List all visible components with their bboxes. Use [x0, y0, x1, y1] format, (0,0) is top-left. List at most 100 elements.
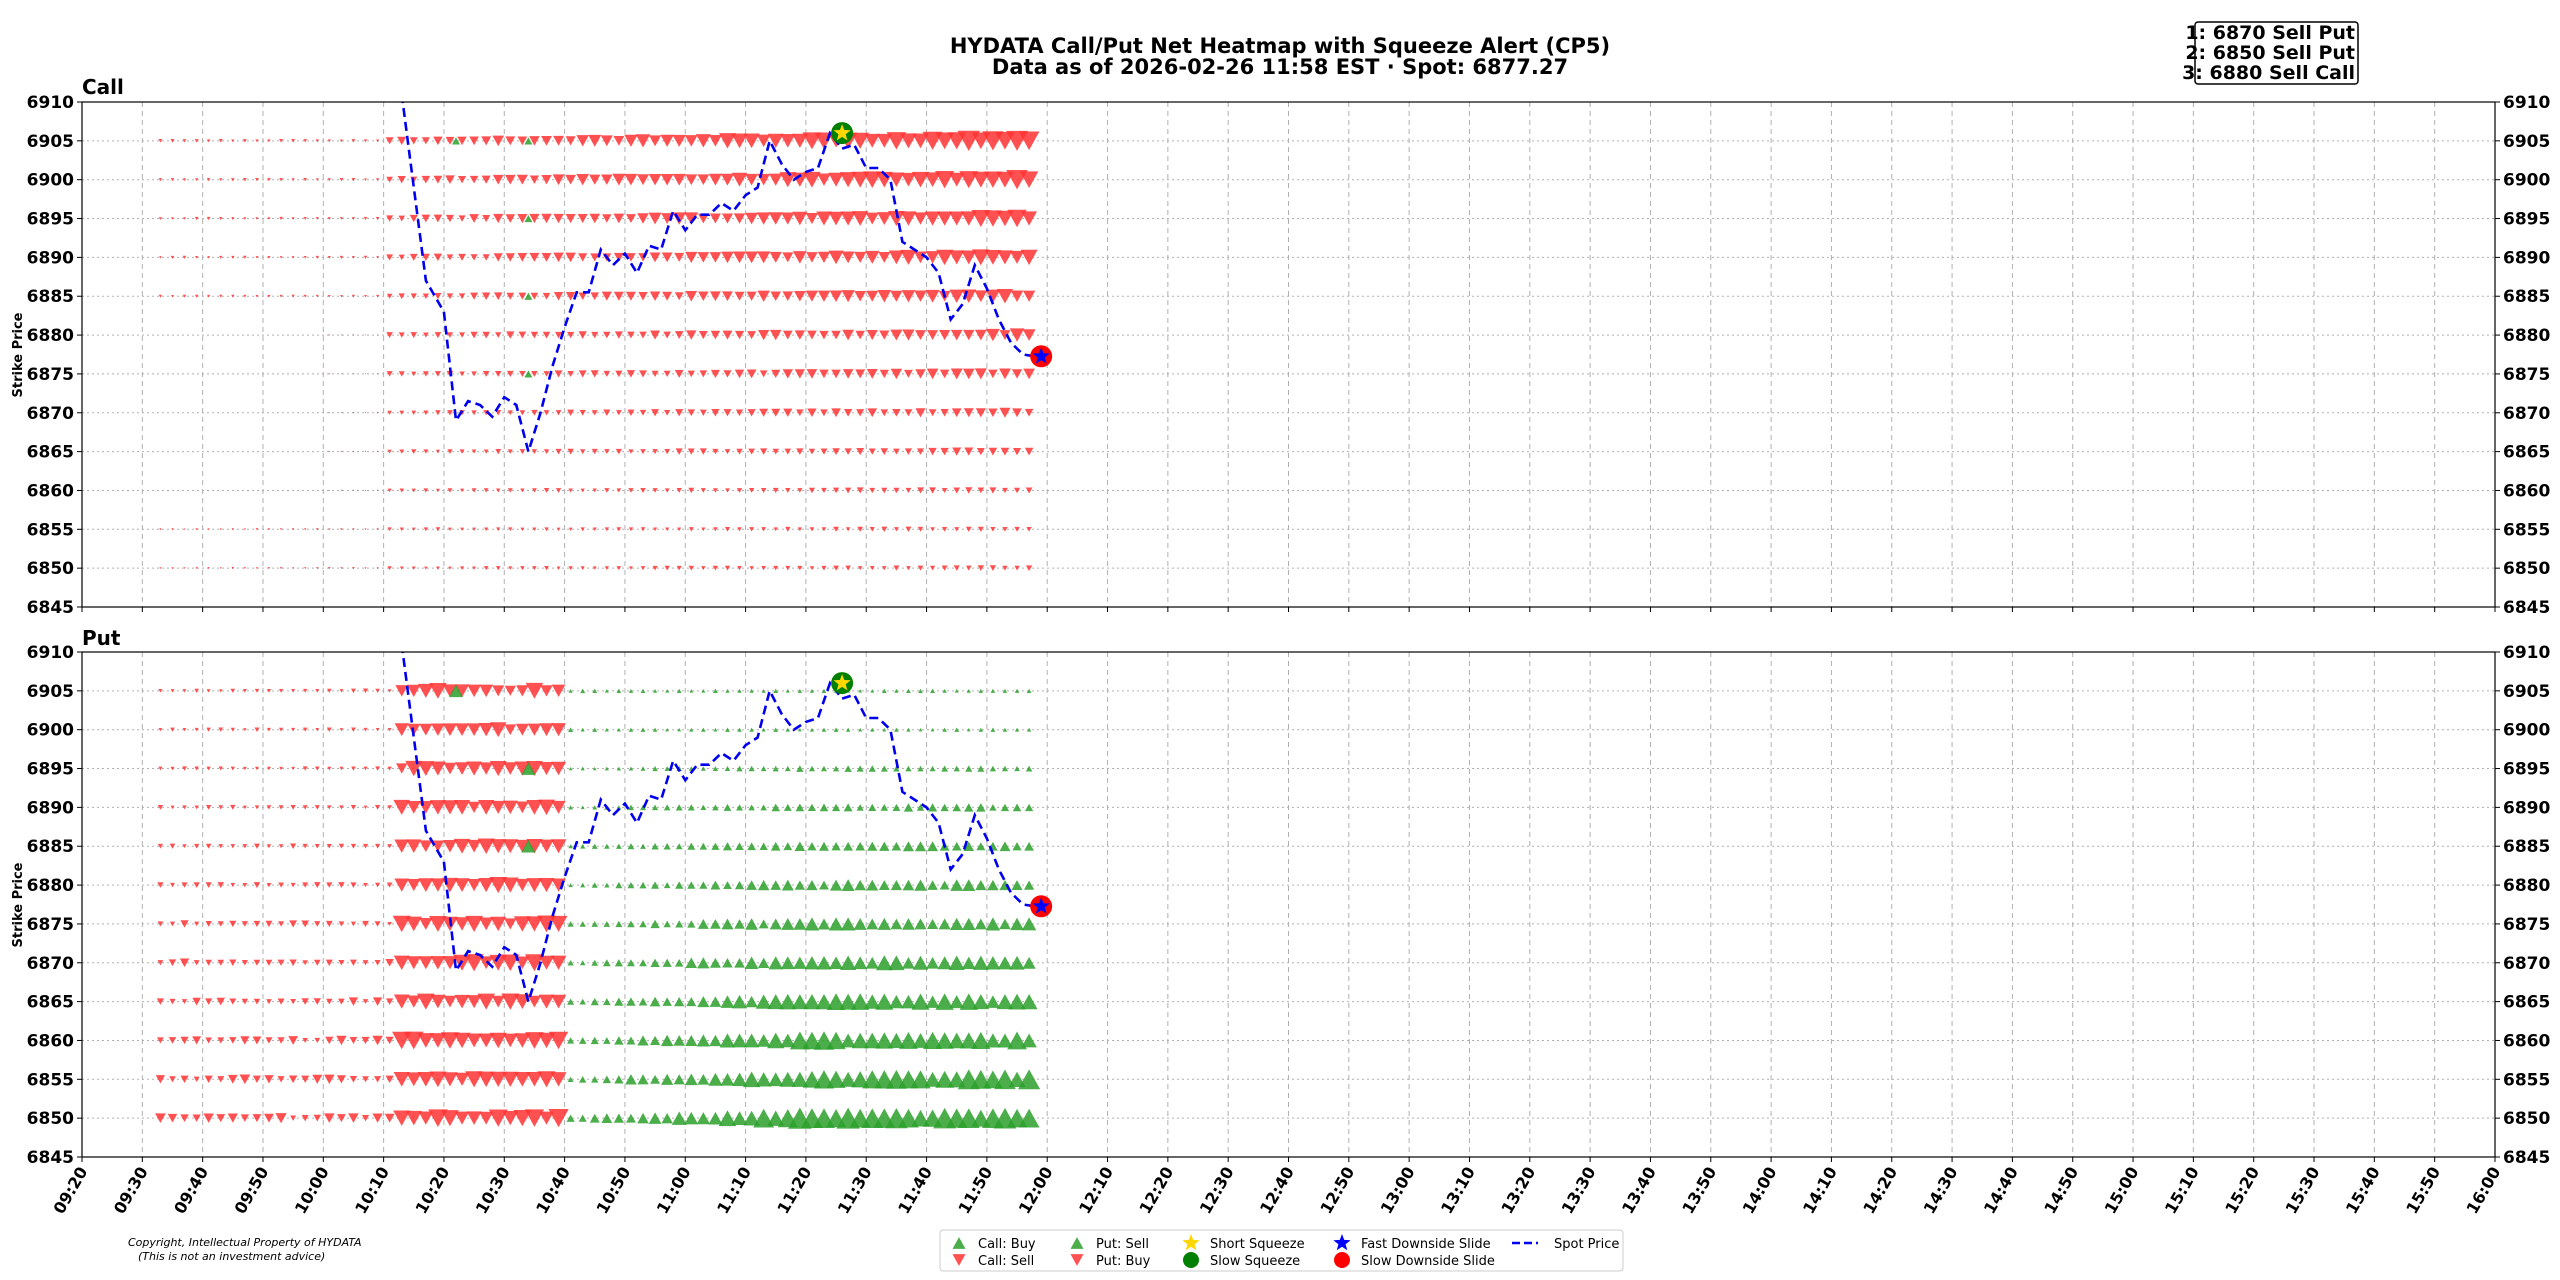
heatmap-marker — [502, 839, 519, 854]
x-tick-label: 14:10 — [1799, 1164, 1841, 1218]
heatmap-marker — [905, 526, 912, 532]
heatmap-marker — [840, 1033, 856, 1048]
heatmap-marker — [755, 1072, 772, 1087]
heatmap-marker — [780, 1033, 796, 1048]
x-tick-label: 13:00 — [1377, 1164, 1419, 1218]
heatmap-marker — [327, 294, 331, 298]
heatmap-marker — [553, 213, 564, 224]
heatmap-marker — [888, 172, 905, 187]
heatmap-marker — [882, 566, 887, 571]
heatmap-marker — [255, 766, 259, 771]
heatmap-marker — [697, 174, 710, 186]
heatmap-marker — [783, 408, 793, 417]
heatmap-marker — [773, 565, 779, 571]
heatmap-marker — [672, 134, 686, 147]
y-tick-label-right: 6875 — [2503, 365, 2550, 385]
heatmap-marker — [890, 918, 903, 930]
heatmap-marker — [785, 689, 790, 693]
heatmap-marker — [832, 487, 840, 494]
heatmap-marker — [194, 139, 199, 143]
heatmap-marker — [954, 689, 959, 693]
heatmap-marker — [433, 253, 443, 262]
heatmap-marker — [478, 878, 495, 893]
heatmap-marker — [783, 803, 792, 811]
heatmap-marker — [158, 217, 163, 221]
x-tick-label: 09:20 — [50, 1164, 92, 1218]
heatmap-marker — [627, 959, 635, 967]
heatmap-marker — [696, 1112, 711, 1125]
heatmap-marker — [792, 251, 807, 264]
heatmap-marker — [538, 994, 555, 1009]
heatmap-marker — [568, 766, 573, 771]
heatmap-marker — [231, 528, 234, 531]
heatmap-marker — [604, 449, 610, 455]
heatmap-marker — [953, 765, 960, 772]
heatmap-marker — [555, 448, 562, 455]
y-tick-label-left: 6910 — [27, 643, 74, 663]
heatmap-marker — [467, 684, 482, 698]
heatmap-marker — [515, 878, 530, 892]
heatmap-marker — [697, 1073, 710, 1085]
heatmap-marker — [537, 1032, 556, 1049]
heatmap-marker — [206, 766, 211, 771]
heatmap-marker — [1018, 131, 1040, 151]
heatmap-marker — [686, 997, 697, 1007]
heatmap-marker — [653, 689, 658, 693]
heatmap-marker — [362, 843, 369, 849]
heatmap-marker — [520, 527, 525, 532]
heatmap-marker — [242, 689, 247, 693]
heatmap-marker — [880, 409, 889, 417]
heatmap-marker — [491, 995, 505, 1008]
heatmap-marker — [363, 727, 368, 732]
heatmap-marker — [279, 766, 283, 771]
heatmap-marker — [218, 805, 224, 810]
heatmap-marker — [568, 883, 573, 888]
heatmap-marker — [731, 133, 748, 149]
heatmap-marker — [507, 410, 513, 416]
heatmap-marker — [279, 567, 283, 570]
heatmap-marker — [526, 878, 543, 893]
heatmap-marker — [990, 727, 996, 732]
heatmap-marker — [193, 960, 200, 966]
heatmap-marker — [773, 727, 779, 732]
y-tick-label-left: 6850 — [27, 1109, 74, 1129]
heatmap-marker — [504, 918, 517, 930]
heatmap-marker — [253, 882, 261, 888]
heatmap-marker — [875, 171, 893, 188]
heatmap-marker — [495, 448, 502, 455]
heatmap-marker — [676, 565, 682, 571]
heatmap-marker — [502, 1033, 518, 1048]
heatmap-marker — [640, 766, 646, 771]
heatmap-marker — [537, 1071, 556, 1088]
heatmap-marker — [915, 369, 926, 379]
heatmap-marker — [407, 879, 421, 892]
heatmap-marker — [749, 527, 755, 532]
heatmap-marker — [782, 252, 794, 263]
pick-1: 1: 6870 Sell Put — [2185, 22, 2355, 44]
heatmap-marker — [652, 766, 658, 772]
heatmap-marker — [194, 805, 199, 810]
heatmap-marker — [734, 957, 745, 968]
heatmap-marker — [902, 879, 915, 891]
heatmap-marker — [376, 373, 379, 375]
heatmap-marker — [797, 688, 803, 693]
heatmap-marker — [888, 250, 904, 265]
heatmap-marker — [713, 727, 718, 732]
heatmap-marker — [352, 450, 355, 453]
heatmap-marker — [492, 135, 505, 147]
heatmap-marker — [471, 410, 477, 416]
heatmap-marker — [362, 920, 369, 927]
heatmap-marker — [701, 689, 706, 693]
heatmap-marker — [398, 332, 405, 338]
heatmap-marker — [627, 920, 635, 928]
heatmap-marker — [338, 882, 345, 888]
heatmap-marker — [879, 841, 890, 851]
heatmap-marker — [506, 292, 515, 300]
heatmap-marker — [403, 1031, 424, 1050]
heatmap-marker — [364, 294, 367, 298]
heatmap-marker — [689, 689, 694, 693]
heatmap-marker — [405, 1110, 422, 1126]
y-tick-label-right: 6870 — [2503, 954, 2550, 974]
y-tick-label-left: 6880 — [27, 326, 74, 346]
heatmap-marker — [351, 727, 356, 732]
